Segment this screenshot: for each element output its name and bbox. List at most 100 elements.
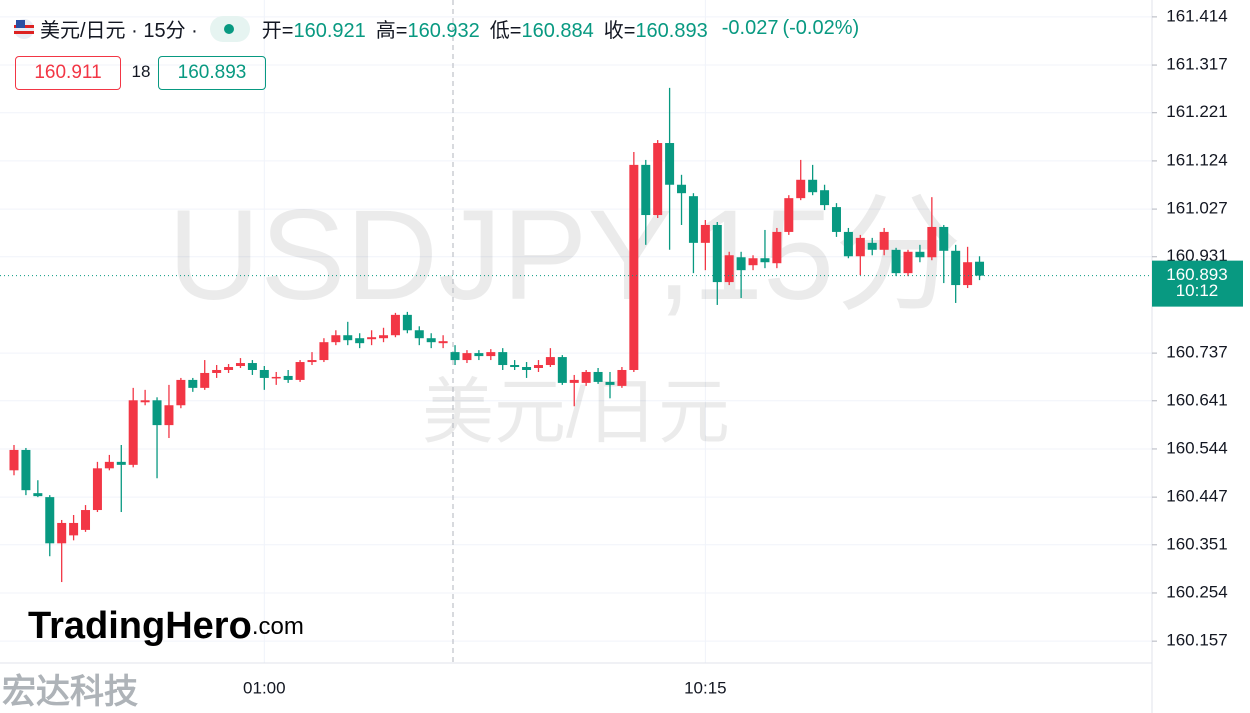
candle-body xyxy=(462,353,472,361)
candle-body xyxy=(593,371,603,382)
candle-body xyxy=(200,372,210,388)
candle-body xyxy=(188,379,198,388)
candle-body xyxy=(450,352,460,361)
y-tick-label: 160.254 xyxy=(1166,582,1227,601)
watermark: USDJPY,15分 xyxy=(168,184,962,327)
candle-body xyxy=(867,242,877,250)
candle-body xyxy=(128,400,138,465)
candle-body xyxy=(843,231,853,257)
candle-body xyxy=(224,367,234,370)
candle-body xyxy=(92,468,102,511)
flag-icon xyxy=(14,18,34,39)
y-tick-label: 160.157 xyxy=(1166,631,1227,650)
y-tick-label: 160.641 xyxy=(1166,390,1227,409)
candle-body xyxy=(748,258,758,266)
watermark-sub: 美元/日元 xyxy=(422,373,730,453)
candle-body xyxy=(808,179,818,193)
logo: TradingHero.com xyxy=(28,605,304,647)
y-tick-label: 160.351 xyxy=(1166,534,1227,553)
candle-body xyxy=(259,369,269,378)
spread: 18 xyxy=(131,62,151,81)
candle-body xyxy=(390,314,400,336)
candle-body xyxy=(426,338,436,343)
candle-body xyxy=(9,449,19,471)
candle-body xyxy=(176,379,186,406)
price-label: 160.893 xyxy=(1166,265,1227,284)
change: -0.027 xyxy=(721,17,779,39)
candle-body xyxy=(820,190,830,206)
candle-body xyxy=(831,207,841,232)
candle-body xyxy=(629,164,639,370)
legend-header: 美元/日元 · 15分 · 开=160.921 高=160.932 低=160.88… xyxy=(12,14,859,43)
candle-body xyxy=(271,376,281,379)
candle-body xyxy=(140,400,150,403)
candle-body xyxy=(235,363,245,367)
candle-body xyxy=(891,249,901,274)
ohlc-item: 开=160.921 xyxy=(262,14,366,43)
candle-body xyxy=(939,226,949,251)
grid xyxy=(0,0,1152,663)
candle-body xyxy=(21,449,31,491)
bid-box[interactable]: 160.911 xyxy=(15,56,121,90)
candle-body xyxy=(915,251,925,258)
logo-suffix: .com xyxy=(252,613,304,640)
candle-body xyxy=(569,379,579,383)
candle-body xyxy=(784,198,794,232)
candle-body xyxy=(367,337,377,340)
candle-body xyxy=(69,522,79,536)
candle-body xyxy=(33,493,43,497)
candle-body xyxy=(247,363,257,370)
candle-body xyxy=(438,341,448,344)
y-tick-label: 161.124 xyxy=(1166,150,1227,169)
candle-body xyxy=(665,143,675,185)
countdown: 10:12 xyxy=(1176,281,1219,300)
candle-body xyxy=(796,179,806,199)
price-label-bg xyxy=(1152,260,1243,307)
candle-body xyxy=(557,357,567,383)
y-tick-label: 161.414 xyxy=(1166,6,1227,25)
corner-mark: 宏达科技 xyxy=(2,672,138,711)
candle-body xyxy=(414,330,424,339)
candle-body xyxy=(760,258,770,263)
candle-body xyxy=(772,231,782,264)
candle-body xyxy=(57,522,67,544)
ohlc-value: 160.921 xyxy=(293,20,366,42)
candle-body xyxy=(486,352,496,357)
candle-body xyxy=(617,369,627,386)
candle-body xyxy=(688,196,698,243)
candle-body xyxy=(45,497,55,544)
candle-body xyxy=(164,405,174,426)
ohlc-label: 收= xyxy=(603,20,636,42)
ohlc-value: 160.893 xyxy=(635,20,708,42)
ohlc-item: 收=160.893 xyxy=(604,14,708,43)
candle-body xyxy=(152,400,162,426)
ohlc-label: 开= xyxy=(261,20,294,42)
symbol: 美元/日元 · 15分 · xyxy=(40,20,198,42)
candle-body xyxy=(677,184,687,194)
candle-body xyxy=(81,510,91,530)
candle-body xyxy=(402,314,412,331)
ohlc-label: 高= xyxy=(375,20,408,42)
candle-body xyxy=(700,224,710,243)
candle-body xyxy=(295,362,305,380)
ohlc-item: 高=160.932 xyxy=(376,14,480,43)
logo-text: TradingHero xyxy=(28,605,252,647)
candle-body xyxy=(951,250,961,286)
change-pct: (-0.02%) xyxy=(782,17,860,39)
ask-box[interactable]: 160.893 xyxy=(158,56,266,90)
candle-body xyxy=(522,367,532,370)
ohlc: 开=160.921 高=160.932 低=160.884 收=160.893 xyxy=(262,14,708,43)
status-pill[interactable] xyxy=(209,15,250,42)
candle-body xyxy=(903,251,913,274)
candle-body xyxy=(724,255,734,283)
candle-body xyxy=(474,353,484,357)
candle-body xyxy=(116,461,126,465)
candle-body xyxy=(319,342,329,361)
ohlc-value: 160.884 xyxy=(521,20,594,42)
ohlc-item: 低=160.884 xyxy=(490,14,594,43)
candle-body xyxy=(545,357,555,366)
y-tick-label: 160.737 xyxy=(1166,343,1227,362)
ohlc-label: 低= xyxy=(489,20,522,42)
